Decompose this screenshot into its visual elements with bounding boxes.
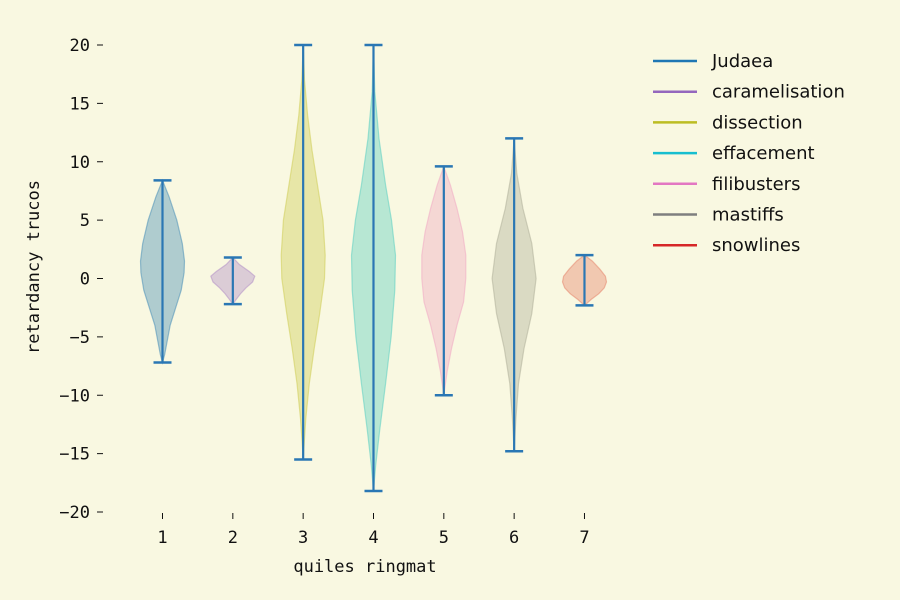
y-tick-label: 10: [70, 153, 90, 173]
y-tick-label: −20: [59, 503, 90, 523]
y-tick-label: 5: [80, 211, 90, 231]
x-axis-label: quiles ringmat: [293, 557, 436, 577]
legend: Judaea caramelisation dissection effacement…: [653, 51, 845, 256]
x-tick-label: 4: [368, 528, 378, 548]
x-tick-label: 1: [157, 528, 167, 548]
whiskers-group: [153, 43, 594, 493]
x-tick-label: 6: [509, 528, 519, 548]
legend-label-caramelisation: caramelisation: [712, 82, 845, 103]
y-axis: −20 −15 −10 −5 0 5 10 15 20: [59, 36, 103, 523]
y-tick-label: −5: [70, 328, 90, 348]
legend-label-filibusters: filibusters: [712, 174, 800, 195]
x-tick-label: 3: [298, 528, 308, 548]
x-tick-label: 7: [579, 528, 589, 548]
legend-label-snowlines: snowlines: [712, 235, 800, 256]
y-tick-label: 20: [70, 36, 90, 56]
y-axis-label: retardancy trucos: [24, 180, 44, 354]
y-tick-label: 15: [70, 94, 90, 114]
legend-label-dissection: dissection: [712, 112, 803, 133]
y-tick-label: 0: [80, 270, 90, 290]
legend-label-judaea: Judaea: [711, 51, 773, 72]
legend-label-effacement: effacement: [712, 143, 815, 164]
legend-label-mastiffs: mastiffs: [712, 205, 784, 226]
y-tick-label: −15: [59, 445, 90, 465]
x-tick-label: 5: [439, 528, 449, 548]
y-tick-label: −10: [59, 386, 90, 406]
x-axis: 1 2 3 4 5 6 7: [157, 513, 590, 548]
x-tick-label: 2: [228, 528, 238, 548]
